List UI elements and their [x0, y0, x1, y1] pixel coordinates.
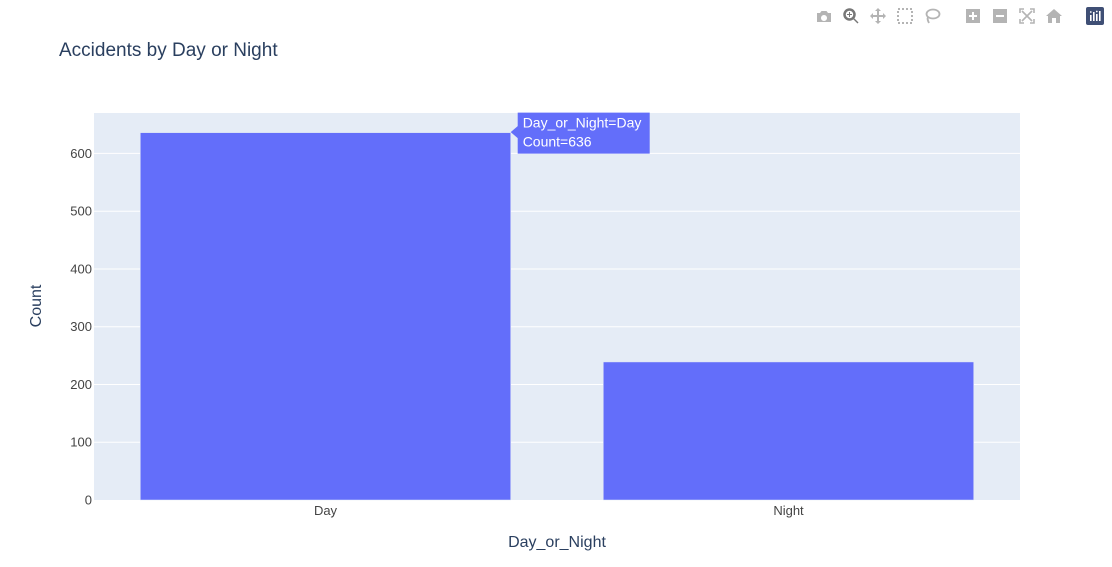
box-select-icon[interactable] [894, 5, 916, 27]
hover-tooltip-box [510, 112, 650, 154]
x-tick-label: Day [314, 503, 338, 518]
y-axis-title: Count [28, 284, 45, 327]
chart-title: Accidents by Day or Night [59, 40, 278, 61]
hover-tooltip-line-2: Count=636 [523, 134, 592, 150]
bars [140, 132, 974, 501]
bar-day[interactable] [140, 132, 511, 501]
y-tick-label: 300 [70, 319, 92, 334]
modebar-toolbar [808, 5, 1106, 27]
reset-axes-icon[interactable] [1043, 5, 1065, 27]
hover-tooltip: Day_or_Night=Day Count=636 [510, 112, 650, 154]
y-tick-label: 200 [70, 377, 92, 392]
x-axis-title: Day_or_Night [508, 534, 606, 551]
lasso-select-icon[interactable] [921, 5, 943, 27]
y-tick-label: 0 [85, 493, 92, 508]
hover-tooltip-line-1: Day_or_Night=Day [523, 115, 642, 131]
y-tick-label: 100 [70, 435, 92, 450]
plotly-logo-icon[interactable] [1084, 5, 1106, 27]
y-tick-label: 600 [70, 146, 92, 161]
zoom-out-icon[interactable] [989, 5, 1011, 27]
y-tick-label: 400 [70, 261, 92, 276]
x-tick-label: Night [773, 503, 804, 518]
zoom-icon[interactable] [840, 5, 862, 27]
y-axis-ticks: 0 100 200 300 400 500 600 [70, 146, 92, 508]
bar-night[interactable] [603, 361, 974, 501]
zoom-in-icon[interactable] [962, 5, 984, 27]
pan-icon[interactable] [867, 5, 889, 27]
x-axis-ticks: Day Night [314, 503, 804, 518]
autoscale-icon[interactable] [1016, 5, 1038, 27]
y-tick-label: 500 [70, 204, 92, 219]
camera-icon[interactable] [813, 5, 835, 27]
